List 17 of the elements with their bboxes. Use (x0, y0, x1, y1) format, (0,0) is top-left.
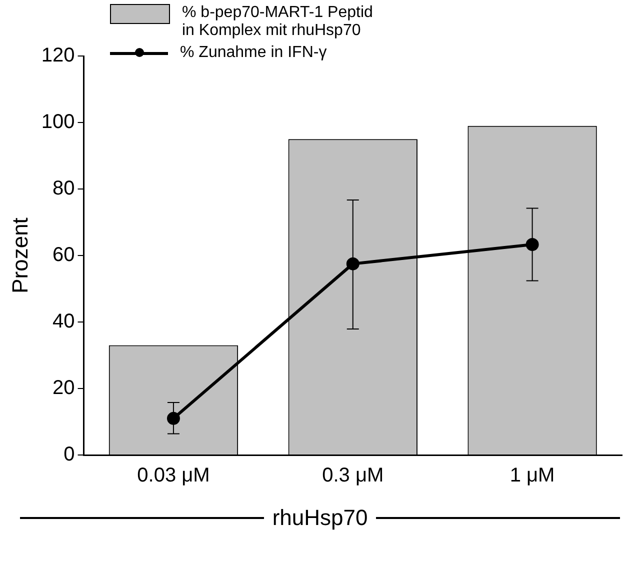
point (526, 238, 539, 252)
legend-label: % b-pep70-MART-1 Peptid in Komplex mit rhuHsp70 (182, 4, 374, 40)
y-tick-label: 120 (41, 44, 75, 67)
x-tick-label: 0.3 μM (322, 464, 384, 487)
legend-label: % Zunahme in IFN-γ (180, 44, 327, 62)
y-axis-title: Prozent (7, 218, 32, 294)
y-tick-label: 40 (52, 310, 75, 333)
y-tick-label: 80 (52, 178, 75, 200)
y-tick-label: 20 (52, 377, 75, 400)
point (346, 257, 360, 270)
y-tick-label: 0 (64, 444, 75, 466)
point (166, 412, 180, 425)
x-tick-label: 1 μM (510, 464, 555, 487)
x-tick-label: 0.03 μM (137, 464, 210, 487)
y-tick-label: 100 (41, 111, 75, 134)
x-axis-title: rhuHsp70 (271, 505, 369, 531)
y-tick-label: 60 (52, 244, 75, 266)
